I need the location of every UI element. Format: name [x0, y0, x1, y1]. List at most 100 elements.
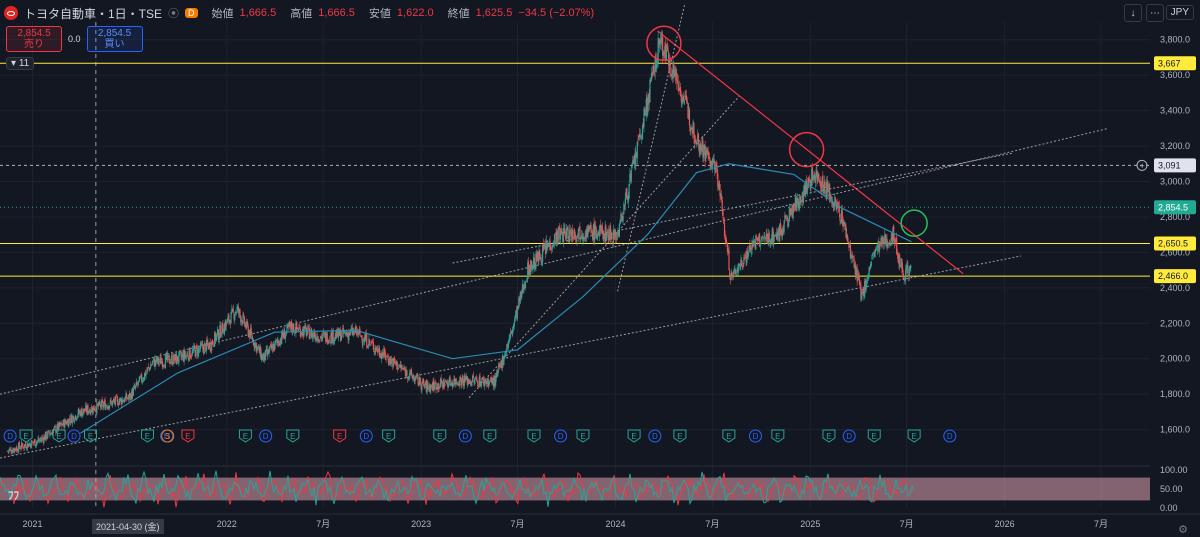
event-marker-E[interactable]: E [907, 429, 921, 443]
event-marker-E[interactable]: E [673, 429, 687, 443]
candle-body [595, 228, 597, 239]
chart-title[interactable]: トヨタ自動車・1日・TSE [24, 6, 163, 21]
circle-marker-red[interactable] [646, 25, 682, 62]
trend-line-fan[interactable] [617, 4, 686, 292]
price-axis[interactable]: 1,600.0 1,800.0 2,000.0 2,200.0 2,400.0 2,600… [1136, 0, 1200, 537]
annotation-circles[interactable] [646, 25, 928, 237]
trend-line-resistance[interactable] [657, 30, 964, 275]
event-marker-E[interactable]: E [52, 429, 66, 443]
candle-body [219, 325, 221, 336]
candle-body [26, 449, 28, 450]
indicator-collapse-button[interactable]: ▾ 11 [6, 57, 35, 70]
event-marker-D[interactable]: D [359, 429, 373, 443]
candle-body [26, 442, 29, 449]
price-tag[interactable]: 2,650.5 [1154, 236, 1196, 251]
event-marker-D[interactable]: D [67, 429, 81, 443]
candle-body [684, 95, 686, 98]
candle-body [294, 331, 296, 334]
event-marker-E[interactable]: E [19, 429, 33, 443]
trend-line-channel_mid[interactable] [452, 152, 1013, 264]
oscillator-label: ﾌﾌ [8, 490, 19, 502]
event-marker-E[interactable]: E [382, 429, 396, 443]
event-marker-E[interactable]: E [576, 429, 590, 443]
event-marker-E[interactable]: E [527, 429, 541, 443]
event-marker-D[interactable]: D [748, 429, 762, 443]
time-axis[interactable]: 2021 2022 7月 2023 7月 2024 7月 2025 7月 2026 7月 [0, 513, 1200, 529]
candle-body [339, 329, 341, 335]
price-tag-bg [1154, 236, 1196, 251]
candle-body [489, 381, 491, 383]
candle-body [518, 298, 520, 308]
event-marker-D[interactable]: D [943, 429, 957, 443]
event-markers[interactable]: D E E D E E DS E E D E E D E E D E E D E E D E E D E E D E E D [3, 429, 957, 443]
event-marker-E[interactable]: E [867, 429, 881, 443]
price-tag[interactable]: 2,466.0 [1154, 269, 1196, 284]
price-tag[interactable]: 3,091 [1154, 158, 1196, 173]
price-tag[interactable]: 3,667 [1154, 56, 1196, 71]
candle-body [428, 384, 430, 390]
candle-body [481, 377, 483, 381]
event-marker-E[interactable]: E [627, 429, 641, 443]
event-marker-D[interactable]: D [842, 429, 856, 443]
arrow-down-icon[interactable]: ↓ [1124, 4, 1142, 22]
event-marker-D[interactable]: D [3, 429, 17, 443]
circle-marker-red[interactable] [788, 131, 825, 168]
interval-badge: D [185, 8, 198, 18]
event-shape [483, 429, 497, 443]
add-alert-icon[interactable] [1136, 159, 1148, 171]
event-marker-E[interactable]: E [483, 429, 497, 443]
settings-icon[interactable]: ⚙ [1178, 524, 1188, 536]
candle-body [408, 376, 410, 377]
event-marker-E[interactable]: E [722, 429, 736, 443]
trend-line-channel_lower[interactable] [0, 255, 1022, 459]
candle-body [708, 155, 710, 159]
candle-body [842, 221, 844, 227]
candle-body [148, 367, 150, 369]
event-marker-E[interactable]: E [771, 429, 785, 443]
horizontal-levels[interactable] [0, 62, 1150, 277]
candle-body [172, 363, 174, 365]
event-marker-E[interactable]: E [238, 429, 252, 443]
event-shape [181, 429, 195, 443]
sell-button[interactable]: 2,854.5 売り [6, 26, 62, 52]
event-marker-D[interactable]: D [259, 429, 273, 443]
candle-body [404, 368, 407, 377]
trend-line-fan[interactable] [468, 96, 740, 399]
event-marker-E[interactable]: E [84, 429, 98, 443]
candle-body [18, 442, 20, 448]
event-marker-S[interactable]: S [161, 429, 175, 443]
candle-body [758, 235, 760, 240]
event-marker-E[interactable]: E [333, 429, 347, 443]
visibility-icon[interactable]: ⦿ [168, 8, 180, 20]
event-marker-D[interactable]: D [554, 429, 568, 443]
event-shape [842, 429, 856, 443]
currency-button[interactable]: JPY [1165, 5, 1194, 20]
buy-button[interactable]: 2,854.5 買い [86, 26, 143, 52]
price-tag[interactable]: 2,854.5 [1154, 200, 1196, 215]
event-marker-D[interactable]: D [648, 429, 662, 443]
circle-marker-green[interactable] [900, 209, 928, 237]
candle-body [498, 364, 500, 367]
candle-body [642, 124, 644, 128]
candle-body [755, 235, 757, 250]
event-marker-E[interactable]: E [286, 429, 300, 443]
candle-body [234, 315, 236, 320]
candle-body [583, 237, 585, 239]
candle-body [661, 38, 663, 40]
candle-body [567, 226, 569, 239]
event-marker-E[interactable]: E [822, 429, 836, 443]
event-marker-E[interactable]: E [140, 429, 154, 443]
event-marker-E[interactable]: E [181, 429, 195, 443]
event-marker-D[interactable]: D [458, 429, 472, 443]
y-tick-label: 2,800.0 [1160, 212, 1190, 222]
event-marker-E[interactable]: E [433, 429, 447, 443]
candle-body [158, 361, 161, 363]
candle-body [8, 449, 10, 452]
candle-body [50, 433, 52, 435]
candle-body [630, 170, 632, 182]
candle-body [105, 404, 107, 410]
more-icon[interactable]: ⋯ [1146, 4, 1164, 22]
candle-body [785, 220, 787, 221]
candle-body [620, 213, 622, 222]
